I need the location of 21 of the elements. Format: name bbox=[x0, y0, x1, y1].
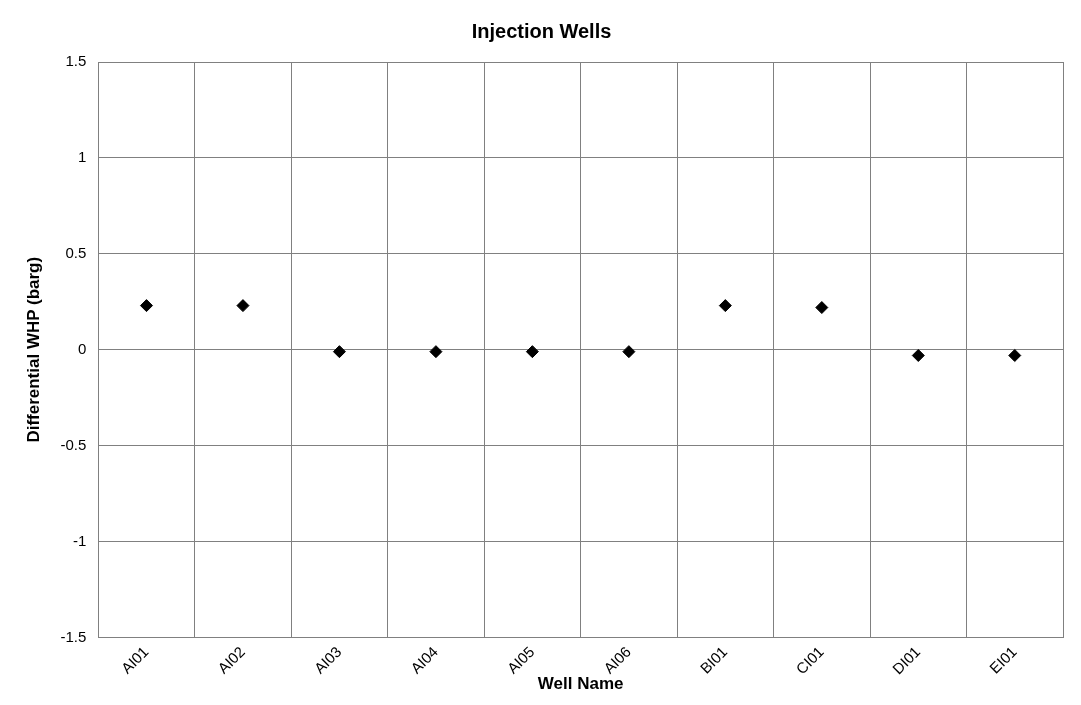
y-tick-label: 1 bbox=[77, 148, 87, 166]
point bbox=[139, 299, 153, 313]
y-axis-title: Differential WHP (barg) bbox=[23, 256, 43, 443]
point bbox=[622, 345, 636, 359]
chart-title: Injection Wells bbox=[471, 19, 612, 42]
y-tick-label: 0.5 bbox=[65, 243, 87, 261]
point bbox=[718, 299, 732, 313]
y-tick-label: -0.5 bbox=[60, 435, 87, 453]
point bbox=[815, 301, 829, 315]
y-tick-label: 1.5 bbox=[65, 52, 87, 70]
point bbox=[332, 345, 346, 359]
y-tick-label: -1 bbox=[72, 531, 87, 549]
x-tick-label: CI01 bbox=[792, 642, 827, 678]
point bbox=[236, 299, 250, 313]
y-tick-label: -1.5 bbox=[60, 627, 87, 645]
point bbox=[1008, 348, 1022, 362]
point bbox=[429, 345, 443, 359]
x-axis-title: Well Name bbox=[537, 674, 624, 694]
point bbox=[525, 345, 539, 359]
point bbox=[911, 348, 925, 362]
y-tick-label: 0 bbox=[77, 339, 87, 357]
